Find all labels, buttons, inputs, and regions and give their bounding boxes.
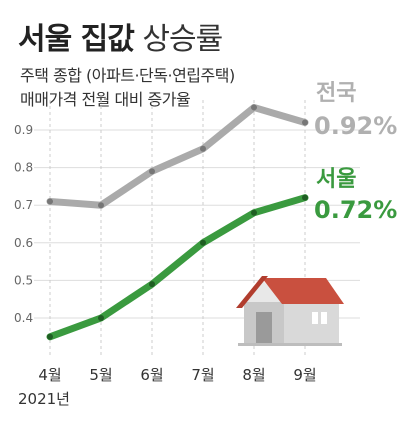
x-axis-labels: 4월 5월 6월 7월 8월 9월 [38,366,316,384]
chart-title: 서울 집값 상승률 [18,14,223,58]
y-tick-label: 0.8 [14,161,33,175]
y-tick-label: 0.4 [14,311,33,325]
series-lines: 전국 0.92% 서울 0.72% [46,81,397,341]
x-tick-label: 6월 [140,366,163,384]
series-name-label: 전국 [316,81,356,106]
data-point [302,119,308,126]
title-bold: 서울 집값 [18,22,135,57]
subtitle-line-1: 주택 종합 (아파트·단독·연립주택) [20,66,235,85]
y-tick-label: 0.9 [14,123,33,137]
x-tick-label: 8월 [242,366,265,384]
series-line-national [46,103,309,209]
data-point [149,281,155,288]
data-point [200,239,206,246]
series-end-value: 0.92% [314,112,397,140]
x-tick-label: 5월 [89,366,112,384]
series-name-label: 서울 [316,167,356,192]
data-point [98,202,104,209]
y-tick-label: 0.5 [14,273,33,287]
data-point [47,333,53,340]
y-tick-label: 0.6 [14,236,33,250]
x-tick-label: 7월 [191,366,214,384]
data-point [251,209,257,216]
series-line-seoul [46,194,309,341]
data-point [302,194,308,201]
data-point [149,168,155,175]
subtitle-line-2: 매매가격 전월 대비 증가율 [20,90,191,109]
x-tick-label: 4월 [38,366,61,384]
data-point [98,315,104,321]
y-tick-label: 0.7 [14,198,33,212]
data-point [200,145,206,152]
series-end-value: 0.72% [314,196,397,224]
title-light: 상승률 [142,22,223,57]
data-point [251,104,257,111]
house-icon [236,276,344,346]
year-label: 2021년 [18,390,70,408]
data-point [47,198,53,205]
y-axis-ticks: 0.4 0.5 0.6 0.7 0.8 0.9 [14,123,33,325]
x-tick-label: 9월 [293,366,316,384]
